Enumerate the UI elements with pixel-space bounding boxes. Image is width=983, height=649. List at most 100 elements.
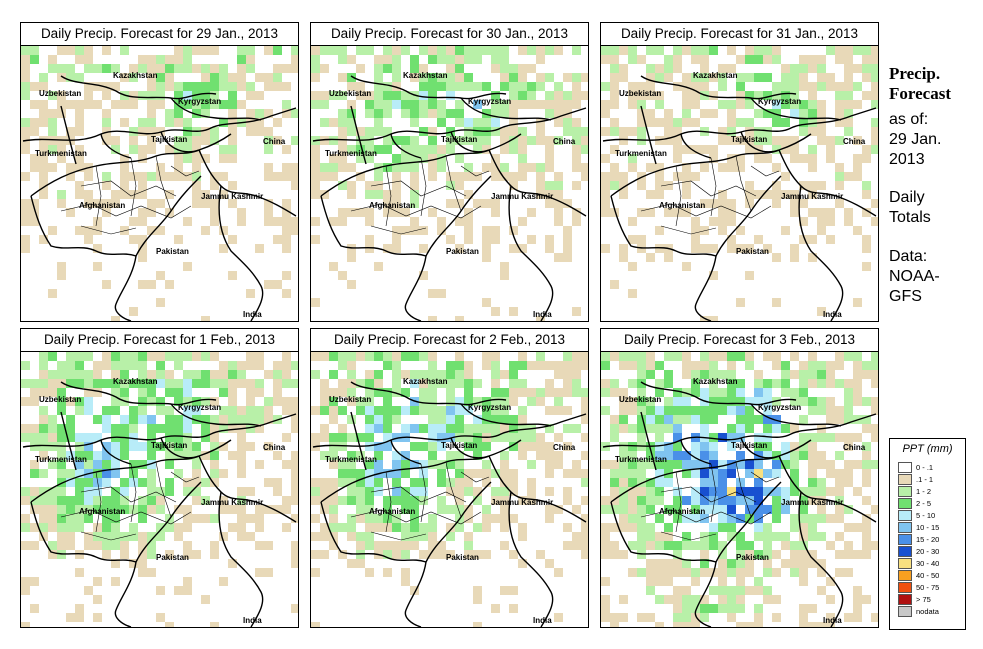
map-label-jammu: Jammu Kashmir	[201, 498, 263, 507]
precip-cell	[826, 487, 835, 496]
precip-cell	[21, 91, 30, 100]
precip-cell	[264, 127, 273, 136]
precip-cell	[21, 514, 30, 523]
precip-cell	[365, 109, 374, 118]
precip-cell	[311, 406, 320, 415]
precip-cell	[799, 55, 808, 64]
precip-cell	[75, 370, 84, 379]
precip-cell	[129, 127, 138, 136]
precip-cell	[282, 460, 291, 469]
precip-cell	[536, 163, 545, 172]
precip-cell	[201, 379, 210, 388]
precip-cell	[637, 109, 646, 118]
precip-cell	[536, 73, 545, 82]
precip-cell	[246, 46, 255, 55]
precip-cell	[799, 64, 808, 73]
precip-cell	[329, 406, 338, 415]
precip-cell	[619, 505, 628, 514]
map-label-uzbekistan: Uzbekistan	[39, 395, 81, 404]
precip-cell	[610, 100, 619, 109]
precip-cell	[601, 460, 610, 469]
precip-cell	[772, 379, 781, 388]
precip-cell	[291, 181, 298, 190]
precip-cell	[282, 244, 291, 253]
precip-cell	[700, 406, 709, 415]
precip-cell	[237, 217, 246, 226]
precip-cell	[273, 136, 282, 145]
precip-cell	[682, 514, 691, 523]
precip-cell	[482, 361, 491, 370]
precip-cell	[763, 568, 772, 577]
province-line	[735, 155, 752, 212]
precip-cell	[646, 190, 655, 199]
precip-cell	[347, 433, 356, 442]
precip-cell	[799, 127, 808, 136]
precip-cell	[781, 172, 790, 181]
precip-cell	[563, 127, 572, 136]
precip-cell	[255, 244, 264, 253]
precip-cell	[682, 604, 691, 613]
precip-cell	[799, 559, 808, 568]
precip-cell	[464, 46, 473, 55]
precip-cell	[338, 469, 347, 478]
precip-cell	[563, 523, 572, 532]
precip-cell	[183, 145, 192, 154]
precip-cell	[509, 604, 518, 613]
precip-cell	[57, 487, 66, 496]
precip-cell	[374, 91, 383, 100]
precip-cell	[772, 352, 781, 361]
precip-cell	[581, 361, 588, 370]
precip-cell	[93, 496, 102, 505]
precip-cell	[246, 127, 255, 136]
map-label-china: China	[553, 137, 576, 146]
precip-cell	[554, 136, 563, 145]
precip-cell	[572, 352, 581, 361]
precip-cell	[273, 388, 282, 397]
precip-cell	[75, 460, 84, 469]
precip-cell	[745, 460, 754, 469]
precip-cell	[111, 388, 120, 397]
precip-cell	[655, 496, 664, 505]
precip-cell	[637, 424, 646, 433]
precip-cell	[120, 361, 129, 370]
precip-cell	[437, 163, 446, 172]
precip-cell	[682, 397, 691, 406]
precip-cell	[111, 487, 120, 496]
precip-cell	[165, 352, 174, 361]
precip-cell	[808, 361, 817, 370]
border-line	[508, 491, 554, 627]
precip-cell	[320, 532, 329, 541]
precip-cell	[563, 244, 572, 253]
precip-cell	[129, 442, 138, 451]
precip-cell	[57, 262, 66, 271]
precip-cell	[509, 442, 518, 451]
precip-cell	[491, 487, 500, 496]
map-label-kyrgyzstan: Kyrgyzstan	[468, 97, 511, 106]
precip-cell	[763, 127, 772, 136]
precip-cell	[736, 118, 745, 127]
legend-label: 1 - 2	[916, 486, 932, 496]
precip-cell	[509, 118, 518, 127]
precip-cell	[419, 523, 428, 532]
precip-cell	[282, 379, 291, 388]
precip-cell	[646, 163, 655, 172]
precip-cell	[228, 100, 237, 109]
precip-cell	[473, 523, 482, 532]
precip-cell	[437, 433, 446, 442]
precip-cell	[174, 64, 183, 73]
precip-cell	[192, 199, 201, 208]
precip-cell	[637, 532, 646, 541]
precip-cell	[419, 442, 428, 451]
precip-cell	[464, 478, 473, 487]
precip-cell	[464, 136, 473, 145]
precip-cell	[853, 361, 862, 370]
precip-cell	[102, 64, 111, 73]
precip-cell	[500, 406, 509, 415]
precip-cell	[673, 586, 682, 595]
precip-cell	[862, 91, 871, 100]
precip-map-svg: KazakhstanUzbekistanKyrgyzstanTajikistan…	[21, 352, 298, 627]
precip-cell	[138, 352, 147, 361]
precip-cell	[610, 163, 619, 172]
precip-cell	[401, 91, 410, 100]
precip-cell	[165, 451, 174, 460]
